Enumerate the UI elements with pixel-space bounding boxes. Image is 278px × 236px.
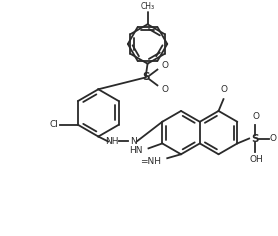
Text: S: S [142,72,149,82]
Text: OH: OH [249,155,263,164]
Text: O: O [269,134,276,143]
Text: O: O [162,85,169,94]
Text: O: O [162,61,169,70]
Text: NH: NH [105,137,119,146]
Text: S: S [251,134,259,143]
Text: =NH: =NH [140,157,161,166]
Text: CH₃: CH₃ [140,1,155,11]
Text: N: N [130,137,137,146]
Text: HN: HN [129,146,143,155]
Text: O: O [252,112,260,121]
Text: Cl: Cl [50,120,59,129]
Text: O: O [221,85,228,94]
